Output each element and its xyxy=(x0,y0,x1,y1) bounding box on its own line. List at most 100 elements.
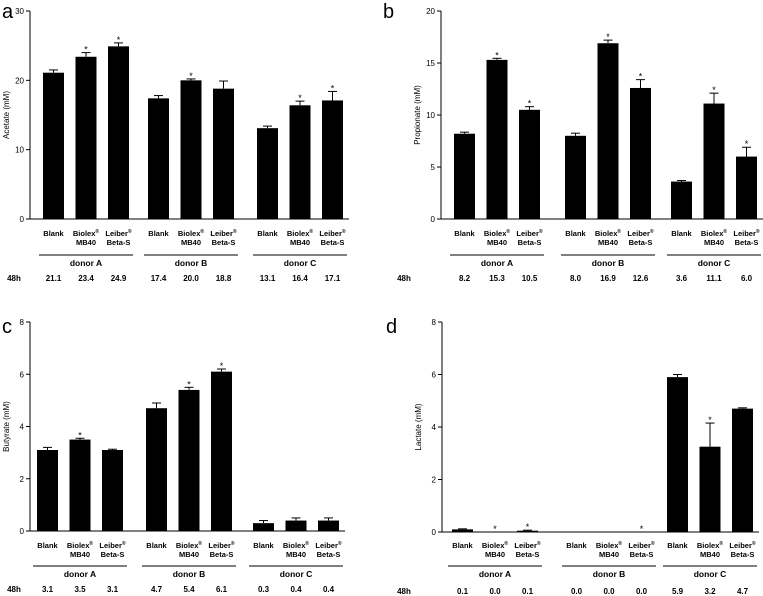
x-tick-label: MB40 xyxy=(179,550,199,559)
bar xyxy=(43,72,64,219)
bar xyxy=(253,523,274,531)
group-label: donor C xyxy=(694,569,727,579)
x-tick-label: Blank xyxy=(667,541,688,550)
value-label: 17.4 xyxy=(151,274,167,283)
y-axis-label: Lactate (mM) xyxy=(414,403,423,450)
x-tick-label: Biolex® xyxy=(283,540,310,550)
significance-star: * xyxy=(639,72,643,82)
x-tick-label: Leiber® xyxy=(514,540,541,550)
panel-letter: b xyxy=(383,1,394,23)
value-label: 0.3 xyxy=(258,585,270,594)
value-label: 3.1 xyxy=(107,585,119,594)
significance-star: * xyxy=(78,430,82,440)
group-label: donor B xyxy=(173,569,206,579)
x-tick-label: Beta-S xyxy=(516,550,540,559)
y-tick-label: 8 xyxy=(20,318,25,327)
value-label: 12.6 xyxy=(633,274,649,283)
x-tick-label: Blank xyxy=(146,541,167,550)
x-tick-label: Leiber® xyxy=(733,228,760,238)
bar xyxy=(597,43,619,219)
significance-star: * xyxy=(117,35,121,45)
y-axis-label: Acetate (mM) xyxy=(2,91,11,139)
x-tick-label: Biolex® xyxy=(482,540,509,550)
group-1: Blank 8.2 * Biolex®MB40 15.3 * Leiber®Beta-S 10… xyxy=(450,50,544,283)
x-tick-label: Biolex® xyxy=(595,228,622,238)
value-label: 6.1 xyxy=(216,585,228,594)
x-tick-label: Biolex® xyxy=(176,540,203,550)
group-3: Blank 13.1 * Biolex®MB40 16.4 * Leiber®Beta-S 1… xyxy=(253,83,347,283)
x-tick-label: MB40 xyxy=(704,238,724,247)
y-axis-label: Propionate (mM) xyxy=(413,85,422,145)
x-tick-label: Beta-S xyxy=(630,550,654,559)
value-label: 5.4 xyxy=(183,585,195,594)
bar xyxy=(178,389,200,531)
x-tick-label: Blank xyxy=(566,541,587,550)
y-tick-label: 6 xyxy=(432,371,437,380)
x-tick-label: Biolex® xyxy=(484,228,511,238)
group-label: donor A xyxy=(70,258,102,268)
y-tick-label: 6 xyxy=(20,370,25,379)
x-tick-label: Leiber® xyxy=(516,228,543,238)
x-tick-label: Leiber® xyxy=(627,228,654,238)
y-tick-label: 0 xyxy=(20,527,25,536)
group-label: donor C xyxy=(280,569,313,579)
value-label: 3.2 xyxy=(704,587,716,596)
group-3: Blank 5.9 * Biolex®MB40 3.2 Leiber®Beta-S 4.7 d… xyxy=(663,374,757,596)
value-label: 13.1 xyxy=(260,274,276,283)
x-tick-label: Leiber® xyxy=(729,540,756,550)
bar xyxy=(213,88,234,219)
value-label: 8.2 xyxy=(459,274,471,283)
x-tick-label: Beta-S xyxy=(317,550,341,559)
panel-a: a 0 10 20 30 Acetate (mM) 48h Blank 21.1 * Biolex®… xyxy=(2,1,349,283)
value-label: 11.1 xyxy=(706,274,722,283)
x-tick-label: Blank xyxy=(37,541,58,550)
bar xyxy=(517,530,538,532)
bar xyxy=(102,450,123,531)
y-axis-label: Butyrate (mM) xyxy=(2,401,11,452)
x-tick-label: Biolex® xyxy=(67,540,94,550)
group-label: donor C xyxy=(698,258,731,268)
significance-star: * xyxy=(640,524,644,534)
y-tick-label: 10 xyxy=(15,146,24,155)
x-tick-label: Beta-S xyxy=(731,550,755,559)
value-label: 8.0 xyxy=(570,274,582,283)
x-tick-label: Leiber® xyxy=(210,228,237,238)
group-label: donor B xyxy=(175,258,208,268)
value-label: 24.9 xyxy=(111,274,127,283)
group-label: donor A xyxy=(479,569,511,579)
x-tick-label: Leiber® xyxy=(208,540,235,550)
y-tick-label: 30 xyxy=(15,7,24,16)
x-tick-label: Biolex® xyxy=(73,228,100,238)
time-label: 48h xyxy=(7,585,21,594)
value-label: 18.8 xyxy=(216,274,232,283)
bar xyxy=(75,56,97,220)
value-label: 4.7 xyxy=(737,587,749,596)
y-tick-label: 20 xyxy=(15,76,24,85)
value-label: 0.0 xyxy=(603,587,615,596)
x-tick-label: Blank xyxy=(454,229,475,238)
bar xyxy=(565,135,586,219)
significance-star: * xyxy=(331,83,335,93)
group-2: Blank 4.7 * Biolex®MB40 5.4 * Leiber®Beta-S 6.1… xyxy=(142,361,236,594)
value-label: 15.3 xyxy=(489,274,505,283)
y-tick-label: 5 xyxy=(431,163,436,172)
significance-star: * xyxy=(84,45,88,55)
x-tick-label: MB40 xyxy=(700,550,720,559)
bar xyxy=(630,87,651,220)
significance-star: * xyxy=(189,71,193,81)
y-tick-label: 4 xyxy=(432,423,437,432)
x-tick-label: MB40 xyxy=(487,238,507,247)
value-label: 0.4 xyxy=(323,585,335,594)
value-label: 3.1 xyxy=(42,585,54,594)
value-label: 0.0 xyxy=(571,587,583,596)
group-label: donor C xyxy=(284,258,317,268)
bar xyxy=(69,439,91,531)
significance-star: * xyxy=(528,99,532,109)
significance-star: * xyxy=(220,361,224,371)
y-tick-label: 4 xyxy=(20,423,25,432)
x-tick-label: Beta-S xyxy=(518,238,542,247)
y-tick-label: 0 xyxy=(432,528,437,537)
value-label: 0.0 xyxy=(636,587,648,596)
x-tick-label: Blank xyxy=(452,541,473,550)
